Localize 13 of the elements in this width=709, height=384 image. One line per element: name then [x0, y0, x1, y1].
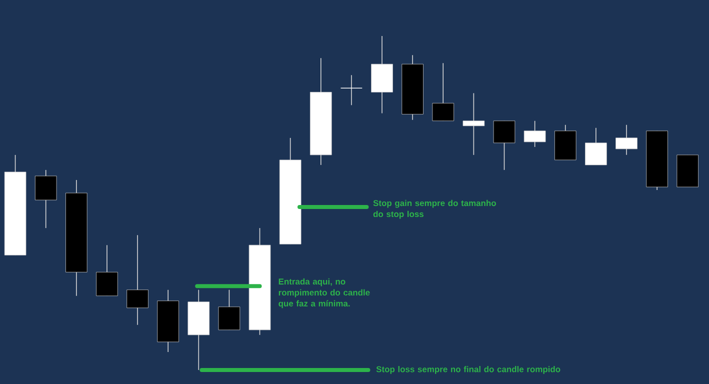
candlestick	[493, 120, 516, 170]
candlestick	[616, 124, 638, 156]
candlestick	[432, 62, 454, 122]
ref-line-label: Stop gain sempre do tamanho do stop loss	[373, 200, 496, 219]
candlestick	[340, 74, 363, 106]
candlestick	[126, 234, 148, 326]
candlestick	[462, 92, 485, 156]
candlestick	[524, 120, 546, 148]
candlestick	[96, 244, 118, 296]
candlestick	[585, 127, 607, 166]
ref-line-label: Entrada aqui, no rompimento do candle que faz a mínima.	[278, 278, 370, 308]
ref-line-label: Stop loss sempre no final do candle rompido	[376, 366, 560, 374]
candlestick	[218, 289, 240, 330]
